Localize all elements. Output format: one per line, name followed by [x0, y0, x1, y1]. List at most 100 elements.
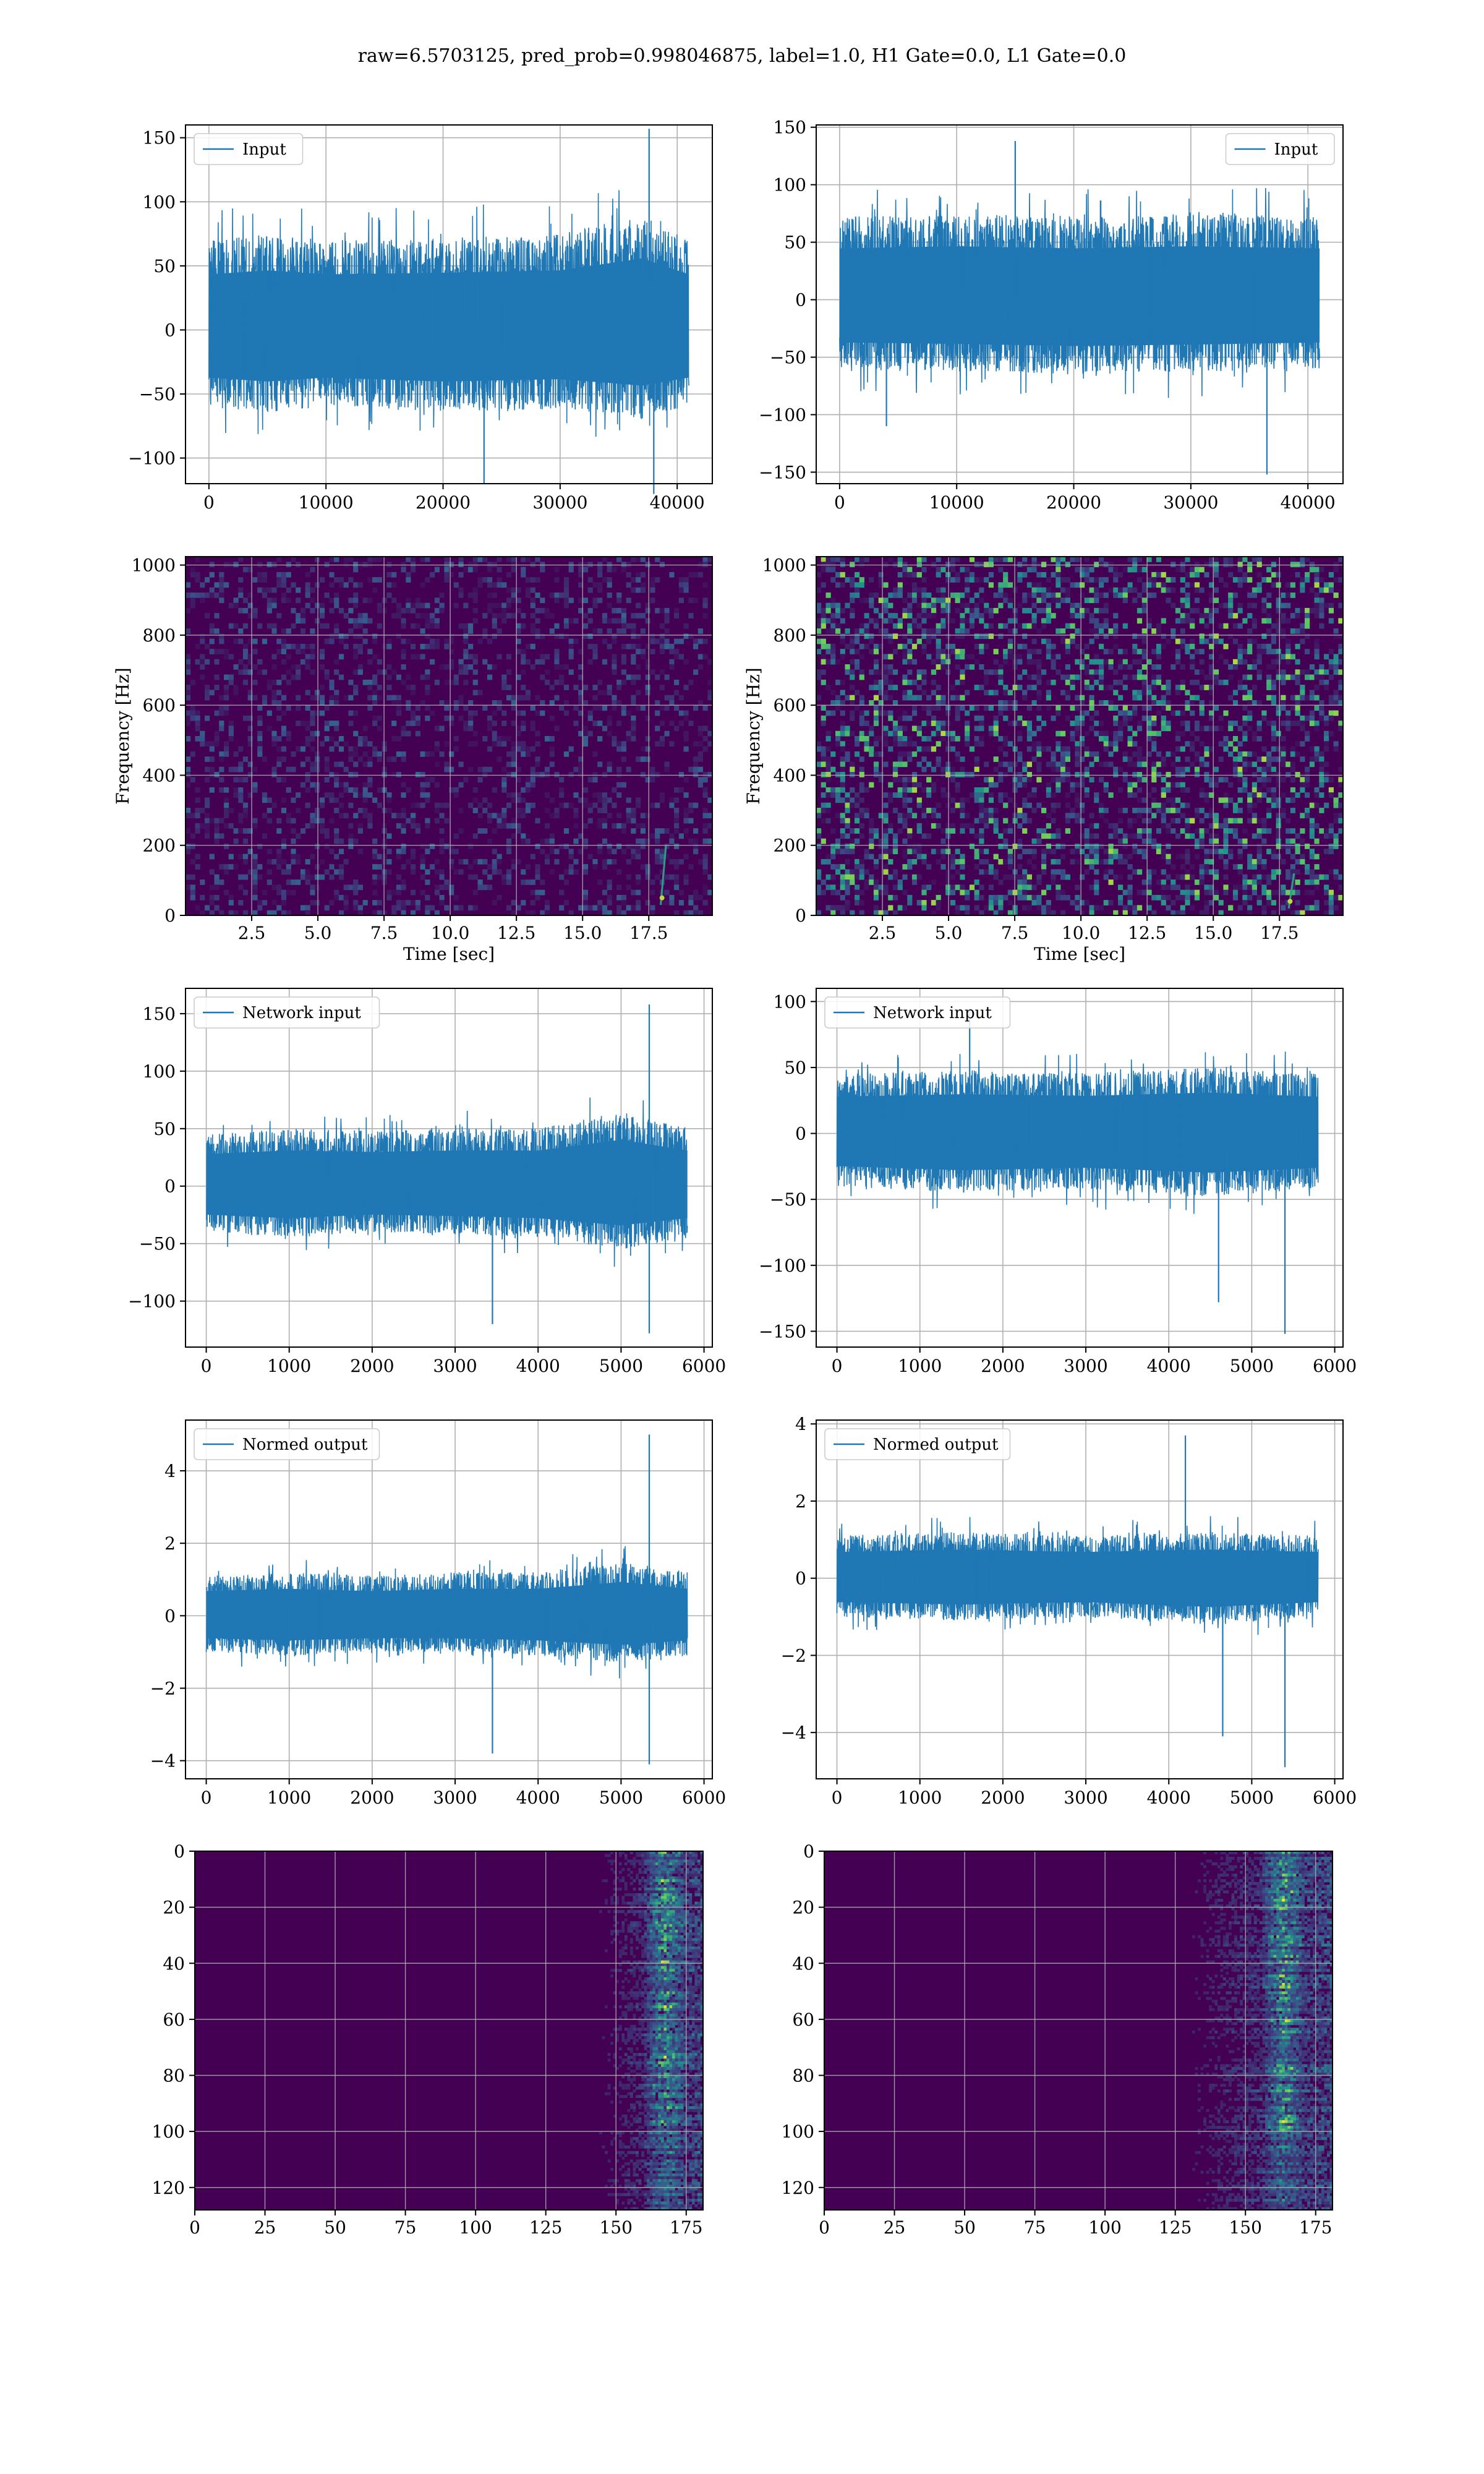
heatmap-cell — [1075, 751, 1080, 757]
heatmap-cell — [521, 654, 526, 660]
heatmap-cell — [693, 772, 699, 777]
heatmap-cell — [1247, 577, 1253, 583]
heatmap-cell — [869, 880, 874, 885]
heatmap-cell — [372, 900, 378, 905]
heatmap-cell — [1199, 710, 1205, 716]
heatmap-cell — [850, 607, 855, 614]
heatmap-cell — [616, 593, 622, 598]
heatmap-cell — [993, 715, 999, 721]
heatmap-cell — [855, 884, 860, 891]
heatmap-cell — [468, 643, 474, 649]
heatmap-cell — [186, 844, 191, 849]
heatmap-cell — [631, 808, 636, 813]
heatmap-cell — [186, 772, 191, 777]
heatmap-cell — [626, 874, 631, 880]
heatmap-cell — [911, 880, 918, 885]
heatmap-cell — [1132, 833, 1138, 839]
heatmap-cell — [1003, 582, 1009, 588]
heatmap-cell — [396, 813, 401, 819]
heatmap-cell — [362, 808, 368, 813]
heatmap-cell — [453, 833, 459, 839]
heatmap-cell — [362, 787, 368, 793]
heatmap-cell — [1127, 854, 1133, 860]
heatmap-cell — [1132, 772, 1138, 777]
heatmap-cell — [501, 618, 507, 624]
heatmap-cell — [1065, 802, 1070, 808]
heatmap-cell — [855, 649, 860, 654]
heatmap-cell — [372, 910, 378, 916]
heatmap-cell — [816, 571, 822, 578]
heatmap-cell — [425, 557, 430, 562]
heatmap-cell — [1122, 674, 1128, 680]
heatmap-cell — [626, 597, 631, 604]
heatmap-cell — [878, 643, 884, 649]
heatmap-cell — [1171, 797, 1176, 803]
heatmap-cell — [888, 685, 893, 690]
heatmap-cell — [602, 618, 608, 624]
heatmap-cell — [859, 808, 864, 813]
heatmap-cell — [1022, 797, 1028, 803]
heatmap-cell — [988, 813, 994, 819]
heatmap-cell — [257, 669, 263, 675]
heatmap-cell — [835, 772, 841, 777]
heatmap-cell — [1070, 638, 1075, 644]
heatmap-cell — [1003, 751, 1009, 757]
heatmap-cell — [859, 654, 864, 660]
heatmap-cell — [1022, 828, 1028, 834]
heatmap-cell — [209, 818, 215, 824]
heatmap-cell — [338, 910, 344, 916]
heatmap-cell — [1055, 746, 1061, 752]
heatmap-cell — [1113, 613, 1119, 618]
heatmap-cell — [960, 905, 965, 911]
heatmap-cell — [1146, 618, 1152, 624]
heatmap-cell — [1017, 602, 1023, 609]
heatmap-cell — [640, 772, 646, 777]
heatmap-cell — [1022, 869, 1028, 875]
heatmap-cell — [482, 766, 488, 773]
heatmap-cell — [926, 736, 932, 742]
heatmap-cell — [621, 607, 626, 614]
heatmap-cell — [200, 654, 205, 660]
heatmap-cell — [511, 700, 516, 706]
heatmap-cell — [969, 571, 975, 578]
heatmap-cell — [683, 777, 689, 783]
heatmap-cell — [530, 705, 535, 711]
heatmap-cell — [607, 761, 612, 768]
heatmap-cell — [209, 571, 215, 578]
heatmap-cell — [487, 638, 493, 644]
heatmap-cell — [1132, 808, 1138, 813]
heatmap-cell — [238, 813, 244, 819]
heatmap-cell — [612, 638, 617, 644]
heatmap-cell — [343, 643, 349, 649]
heatmap-cell — [840, 582, 845, 588]
x-tick-label: 20000 — [1046, 492, 1101, 513]
heatmap-cell — [907, 715, 913, 721]
heatmap-cell — [511, 597, 516, 604]
heatmap-cell — [411, 715, 416, 721]
heatmap-cell — [1113, 874, 1119, 880]
heatmap-cell — [353, 761, 359, 768]
heatmap-cell — [343, 900, 349, 905]
heatmap-cell — [1080, 664, 1085, 670]
heatmap-cell — [1007, 761, 1013, 768]
heatmap-cell — [1080, 741, 1085, 747]
heatmap-cell — [702, 726, 708, 732]
heatmap-cell — [1209, 638, 1214, 644]
heatmap-cell — [1022, 905, 1028, 911]
heatmap-cell — [1046, 761, 1051, 768]
heatmap-cell — [945, 869, 951, 875]
heatmap-cell — [888, 695, 893, 701]
heatmap-cell — [616, 869, 622, 875]
heatmap-cell — [501, 607, 507, 614]
heatmap-cell — [1031, 557, 1037, 562]
heatmap-cell — [1080, 772, 1085, 777]
heatmap-cell — [1185, 649, 1190, 654]
heatmap-cell — [965, 772, 970, 777]
heatmap-cell — [897, 623, 903, 629]
heatmap-cell — [825, 607, 831, 614]
heatmap-cell — [1185, 900, 1190, 905]
heatmap-cell — [830, 766, 836, 773]
heatmap-cell — [487, 874, 493, 880]
heatmap-cell — [190, 884, 195, 891]
heatmap-cell — [492, 828, 497, 834]
